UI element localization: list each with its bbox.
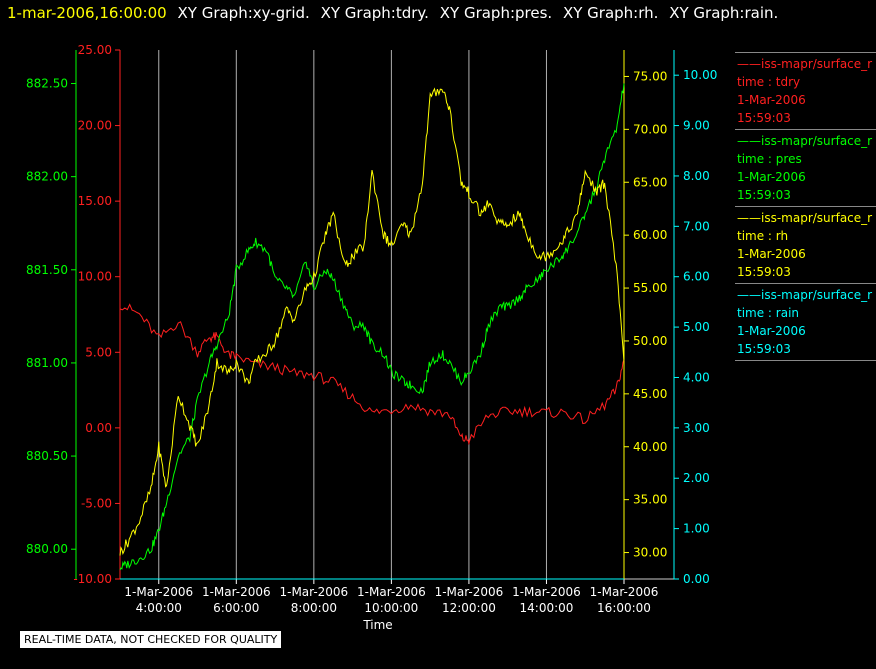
legend-date: 1-Mar-2006 [737, 93, 806, 107]
chart: 1-Mar-2006 4:00:00 1-Mar-2006 6:00:00 1-Mar-… [26, 43, 717, 632]
timestamp: 1-mar-2006,16:00:00 [7, 4, 167, 22]
x-tick-label-date: 1-Mar-2006 [279, 585, 348, 599]
header: 1-mar-2006,16:00:00 XY Graph:xy-grid. XY… [7, 4, 778, 22]
rain-tick-label: 7.00 [683, 219, 710, 233]
rh-tick-label: 65.00 [633, 175, 667, 189]
rh-tick-label: 45.00 [633, 387, 667, 401]
x-tick-label-time: 6:00:00 [213, 601, 259, 615]
legend-date: 1-Mar-2006 [737, 170, 806, 184]
rh-tick-label: 60.00 [633, 228, 667, 242]
legend-time: 15:59:03 [737, 265, 791, 279]
x-axis-label: Time [362, 618, 392, 632]
legend-entry-rain: ——iss-mapr/surface_r time : rain 1-Mar-2… [735, 283, 876, 360]
graph-title-rain: XY Graph:rain. [669, 4, 779, 22]
series-line-rh [119, 87, 625, 556]
rh-tick-label: 50.00 [633, 334, 667, 348]
tdry-tick-label: 10.00 [78, 270, 112, 284]
legend-date: 1-Mar-2006 [737, 247, 806, 261]
rh-tick-label: 55.00 [633, 281, 667, 295]
tdry-tick-label: 20.00 [78, 119, 112, 133]
legend-time: 15:59:03 [737, 111, 791, 125]
x-tick-label-date: 1-Mar-2006 [357, 585, 426, 599]
legend-time: 15:59:03 [737, 188, 791, 202]
tdry-tick-label: 25.00 [78, 43, 112, 57]
legend-source: ——iss-mapr/surface_r [737, 288, 873, 302]
rain-tick-label: 1.00 [683, 522, 710, 536]
x-tick-label-date: 1-Mar-2006 [124, 585, 193, 599]
rain-tick-label: 9.00 [683, 119, 710, 133]
legend-var: time : rain [737, 306, 800, 320]
rain-tick-label: 0.00 [683, 572, 710, 586]
legend-source: ——iss-mapr/surface_r [737, 211, 873, 225]
series-line-pres [119, 83, 625, 571]
x-tick-label-time: 10:00:00 [364, 601, 418, 615]
pres-tick-label: 882.00 [26, 170, 68, 184]
legend: ——iss-mapr/surface_r time : tdry 1-Mar-2… [735, 52, 876, 361]
series-line-tdry [119, 303, 625, 446]
tdry-tick-label: -5.00 [81, 496, 112, 510]
tdry-tick-label: -10.00 [73, 572, 112, 586]
legend-time: 15:59:03 [737, 342, 791, 356]
x-tick-label-time: 14:00:00 [520, 601, 574, 615]
rh-tick-label: 70.00 [633, 122, 667, 136]
legend-source: ——iss-mapr/surface_r [737, 57, 873, 71]
pres-tick-label: 881.50 [26, 263, 68, 277]
rh-tick-label: 40.00 [633, 440, 667, 454]
pres-tick-label: 880.50 [26, 449, 68, 463]
pres-tick-label: 880.00 [26, 542, 68, 556]
legend-date: 1-Mar-2006 [737, 324, 806, 338]
x-tick-label-date: 1-Mar-2006 [512, 585, 581, 599]
graph-title-pres: XY Graph:pres. [439, 4, 553, 22]
tdry-tick-label: 5.00 [85, 345, 112, 359]
legend-var: time : pres [737, 152, 802, 166]
legend-entry-tdry: ——iss-mapr/surface_r time : tdry 1-Mar-2… [735, 52, 876, 129]
rh-tick-label: 35.00 [633, 493, 667, 507]
x-tick-label-date: 1-Mar-2006 [435, 585, 504, 599]
legend-entry-rh: ——iss-mapr/surface_r time : rh 1-Mar-200… [735, 206, 876, 283]
rh-tick-label: 30.00 [633, 546, 667, 560]
rain-tick-label: 6.00 [683, 270, 710, 284]
pres-tick-label: 882.50 [26, 77, 68, 91]
graph-title-xy-grid: XY Graph:xy-grid. [177, 4, 310, 22]
rain-tick-label: 4.00 [683, 370, 710, 384]
x-tick-label-date: 1-Mar-2006 [202, 585, 271, 599]
x-tick-label-time: 12:00:00 [442, 601, 496, 615]
x-tick-label-time: 4:00:00 [136, 601, 182, 615]
rain-tick-label: 5.00 [683, 320, 710, 334]
graph-title-rh: XY Graph:rh. [562, 4, 659, 22]
rain-tick-label: 2.00 [683, 471, 710, 485]
legend-entry-pres: ——iss-mapr/surface_r time : pres 1-Mar-2… [735, 129, 876, 206]
graph-title-tdry: XY Graph:tdry. [320, 4, 429, 22]
legend-source: ——iss-mapr/surface_r [737, 134, 873, 148]
tdry-tick-label: 15.00 [78, 194, 112, 208]
pres-tick-label: 881.00 [26, 356, 68, 370]
rh-tick-label: 75.00 [633, 69, 667, 83]
quality-notice: REAL-TIME DATA, NOT CHECKED FOR QUALITY [20, 631, 282, 648]
legend-var: time : rh [737, 229, 789, 243]
legend-divider [735, 360, 876, 361]
legend-var: time : tdry [737, 75, 801, 89]
rain-tick-label: 3.00 [683, 421, 710, 435]
rain-tick-label: 8.00 [683, 169, 710, 183]
x-tick-label-date: 1-Mar-2006 [590, 585, 659, 599]
x-tick-label-time: 8:00:00 [291, 601, 337, 615]
x-tick-label-time: 16:00:00 [597, 601, 651, 615]
rain-tick-label: 10.00 [683, 68, 717, 82]
tdry-tick-label: 0.00 [85, 421, 112, 435]
